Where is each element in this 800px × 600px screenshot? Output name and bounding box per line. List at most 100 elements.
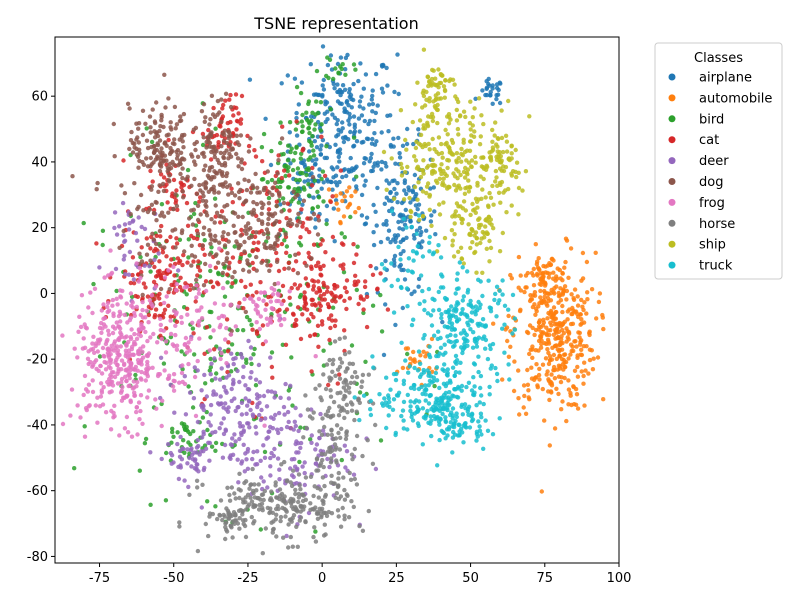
- point-truck: [494, 314, 499, 319]
- point-frog: [83, 325, 88, 330]
- point-automobile: [573, 402, 579, 407]
- point-dog: [265, 221, 271, 227]
- point-ship: [509, 203, 514, 208]
- point-ship: [427, 194, 432, 199]
- point-truck: [487, 305, 492, 310]
- point-ship: [459, 220, 465, 226]
- point-horse: [255, 495, 260, 501]
- point-truck: [454, 358, 460, 363]
- point-dog: [144, 156, 149, 161]
- point-ship: [452, 232, 457, 237]
- point-frog: [136, 328, 142, 333]
- point-dog: [264, 258, 269, 264]
- point-truck: [419, 372, 424, 377]
- point-truck: [418, 361, 423, 366]
- point-cat: [146, 312, 152, 318]
- point-horse: [247, 486, 252, 491]
- point-deer: [112, 210, 118, 215]
- point-ship: [384, 187, 389, 192]
- point-dog: [265, 169, 270, 174]
- point-deer: [276, 410, 282, 416]
- point-deer: [292, 456, 297, 462]
- point-frog: [124, 301, 129, 306]
- point-truck: [474, 438, 479, 443]
- point-horse: [291, 468, 296, 473]
- point-bird: [370, 303, 376, 308]
- point-cat: [139, 245, 144, 250]
- point-horse: [343, 388, 349, 393]
- point-ship: [404, 147, 409, 152]
- point-bird: [97, 354, 103, 359]
- point-horse: [256, 507, 262, 512]
- point-horse: [281, 535, 286, 540]
- point-deer: [142, 226, 148, 232]
- point-automobile: [579, 347, 584, 352]
- point-ship: [514, 160, 520, 165]
- point-dog: [178, 118, 184, 123]
- point-deer: [206, 420, 211, 425]
- point-bird: [262, 449, 268, 455]
- point-horse: [229, 485, 234, 490]
- point-airplane: [473, 96, 478, 102]
- point-horse: [290, 544, 295, 549]
- point-horse: [339, 360, 345, 365]
- point-deer: [259, 407, 264, 413]
- point-truck: [423, 392, 428, 397]
- point-dog: [212, 220, 217, 225]
- point-dog: [157, 168, 163, 174]
- point-airplane: [348, 155, 353, 161]
- point-truck: [415, 244, 420, 249]
- point-truck: [431, 408, 437, 413]
- point-truck: [432, 333, 437, 338]
- point-bird: [148, 269, 153, 274]
- point-horse: [351, 504, 356, 510]
- point-frog: [138, 312, 143, 318]
- point-bird: [310, 110, 315, 116]
- point-bird: [216, 271, 221, 277]
- point-horse: [187, 492, 192, 497]
- point-deer: [195, 419, 201, 425]
- point-automobile: [532, 302, 537, 307]
- point-bird: [280, 196, 286, 201]
- point-airplane: [312, 162, 318, 167]
- point-airplane: [498, 81, 503, 86]
- point-automobile: [516, 368, 521, 373]
- point-frog: [85, 356, 91, 361]
- point-bird: [163, 498, 169, 503]
- point-dog: [228, 104, 234, 110]
- point-airplane: [340, 120, 345, 125]
- point-deer: [261, 393, 267, 399]
- point-dog: [192, 176, 197, 182]
- point-frog: [124, 351, 129, 356]
- point-frog: [134, 409, 139, 415]
- point-ship: [425, 74, 430, 79]
- point-truck: [368, 412, 374, 418]
- point-dog: [95, 180, 100, 186]
- point-deer: [269, 389, 274, 394]
- point-horse: [344, 492, 349, 497]
- point-truck: [439, 312, 444, 317]
- point-truck: [442, 362, 447, 367]
- point-dog: [266, 201, 272, 206]
- point-airplane: [404, 191, 409, 197]
- point-horse: [221, 512, 226, 518]
- point-ship: [433, 76, 438, 81]
- point-dog: [151, 237, 156, 242]
- point-airplane: [432, 209, 437, 214]
- point-horse: [334, 423, 340, 428]
- point-airplane: [370, 136, 375, 142]
- point-cat: [364, 324, 370, 330]
- point-airplane: [369, 141, 375, 146]
- point-horse: [262, 488, 267, 494]
- point-automobile: [580, 250, 586, 256]
- point-truck: [480, 293, 485, 299]
- point-cat: [283, 342, 289, 347]
- point-dog: [121, 228, 126, 234]
- point-deer: [208, 423, 213, 428]
- point-cat: [237, 259, 242, 264]
- point-frog: [86, 382, 92, 387]
- point-airplane: [488, 92, 493, 98]
- point-ship: [407, 195, 412, 201]
- point-deer: [327, 464, 332, 470]
- point-frog: [105, 273, 111, 278]
